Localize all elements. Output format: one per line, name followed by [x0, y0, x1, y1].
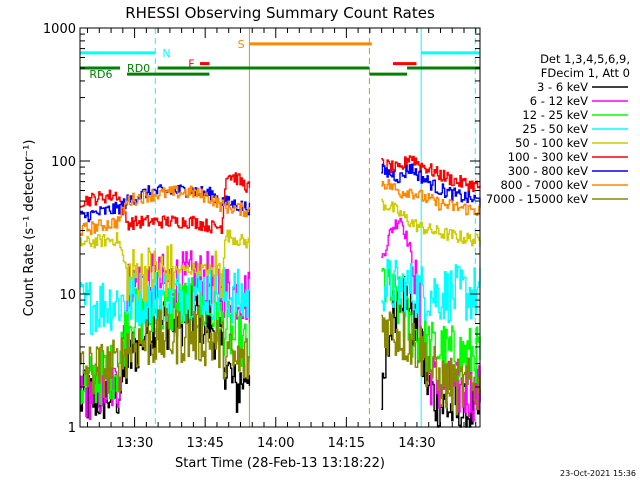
- legend-label-6: 300 - 800 keV: [508, 164, 588, 178]
- flag-label-3: RD0: [127, 62, 150, 75]
- legend-label-0: 3 - 6 keV: [537, 80, 588, 94]
- x-axis-ticks: 13:30 13:45 14:00 14:15 14:30: [87, 28, 477, 451]
- flag-label-1: F: [188, 58, 194, 71]
- footer-date: 23-Oct-2021 15:36: [560, 469, 636, 478]
- legend-label-2: 12 - 25 keV: [522, 108, 588, 122]
- x-tick-label-4: 14:30: [398, 436, 435, 451]
- flag-label-2: S: [238, 38, 245, 51]
- legend-label-7: 800 - 7000 keV: [500, 178, 588, 192]
- legend-header-line-1: Det 1,3,4,5,6,9,: [540, 52, 630, 66]
- series-line-4: [80, 198, 481, 302]
- plot-area: N F S RD0 RD6: [80, 28, 481, 428]
- series-line-8: [80, 306, 481, 416]
- flag-label-4: RD6: [89, 68, 112, 81]
- y-tick-label-2: 100: [51, 155, 76, 170]
- y-axis-label: Count Rate (s⁻¹ detector⁻¹): [22, 140, 37, 317]
- legend: Det 1,3,4,5,6,9, FDecim 1, Att 0 3 - 6 k…: [486, 52, 630, 206]
- x-tick-label-3: 14:15: [328, 436, 365, 451]
- legend-label-4: 50 - 100 keV: [515, 136, 588, 150]
- plot-frame: [79, 27, 481, 428]
- chart-title: RHESSI Observing Summary Count Rates: [125, 4, 435, 22]
- legend-label-8: 7000 - 15000 keV: [486, 192, 588, 206]
- x-tick-label-2: 14:00: [257, 436, 294, 451]
- legend-label-3: 25 - 50 keV: [522, 122, 588, 136]
- x-tick-label-1: 13:45: [186, 436, 223, 451]
- legend-header-line-2: FDecim 1, Att 0: [541, 66, 630, 80]
- x-tick-label-0: 13:30: [116, 436, 153, 451]
- legend-label-1: 6 - 12 keV: [530, 94, 588, 108]
- series-line-5: [80, 155, 481, 234]
- y-tick-label-0: 1: [68, 421, 76, 436]
- flag-bars: N F S RD0 RD6: [80, 38, 480, 81]
- y-tick-label-3: 1000: [43, 22, 76, 37]
- x-axis-label: Start Time (28-Feb-13 13:18:22): [175, 456, 385, 471]
- series-layer: [80, 155, 481, 428]
- y-axis-ticks: 1 10 100 1000: [43, 22, 480, 436]
- series-line-3: [80, 258, 481, 335]
- y-tick-label-1: 10: [59, 288, 76, 303]
- flag-label-0: N: [162, 47, 170, 60]
- legend-label-5: 100 - 300 keV: [508, 150, 588, 164]
- series-line-7: [80, 178, 481, 236]
